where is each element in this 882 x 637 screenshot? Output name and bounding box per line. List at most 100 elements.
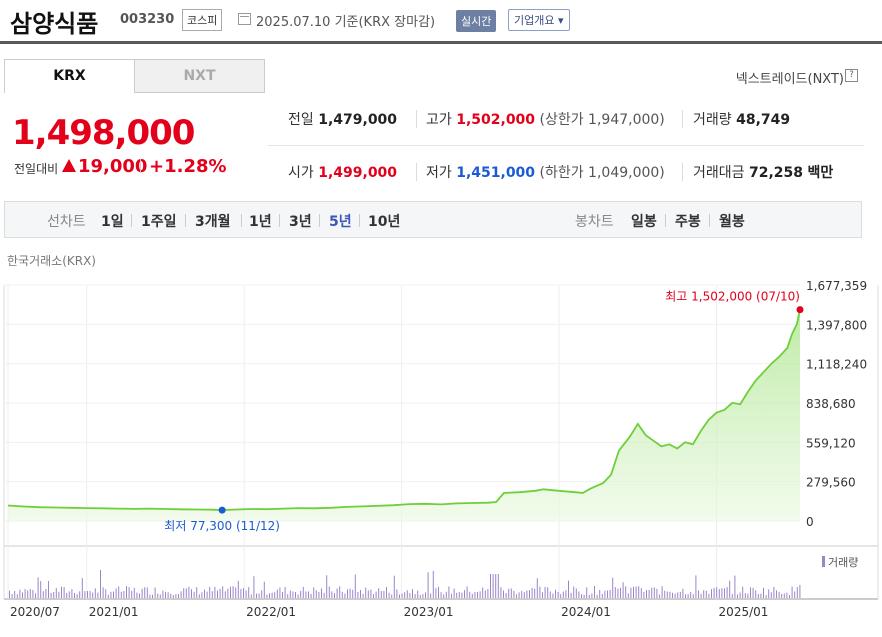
price-line [7,309,801,512]
x-tick-label: 2021/01 [89,605,139,619]
high-label: 최고 1,502,000 (07/10) [665,290,800,304]
tab-krx[interactable]: KRX [4,59,135,93]
volume-bar [409,593,411,598]
volume-bar [425,592,426,598]
tab-nxt[interactable]: NXT [134,59,265,93]
volume-bar [731,594,733,598]
volume-bar [469,591,471,598]
volume-bar [305,591,307,598]
volume-bar [68,591,70,598]
volume-bar [783,593,785,598]
volume-bar [227,588,229,598]
volume-bar [609,589,611,598]
current-price: 1,498,000 [12,113,195,153]
volume-bar [614,587,616,598]
volume-bar [92,592,94,598]
volume-bar [42,591,44,598]
volume-bar [594,586,595,598]
divider [241,214,242,227]
volume-bar [672,592,673,598]
volume-bar [690,592,692,598]
market-badge: 코스피 [182,9,223,31]
change-value: 19,000 [78,156,148,177]
x-tick-label: 2024/01 [561,605,611,619]
volume-bar [55,588,57,598]
volume-bar [799,584,801,598]
period-1d[interactable]: 1일 [101,214,124,230]
volume-bar [123,591,125,598]
realtime-button[interactable]: 실시간 [456,10,497,32]
volume-bar [599,589,601,598]
volume-bar [399,594,400,598]
candle-daily[interactable]: 일봉 [631,214,657,230]
period-10y[interactable]: 10년 [368,214,401,230]
volume-bar [235,587,237,598]
volume-bar [237,580,239,598]
help-icon[interactable]: ? [845,69,858,82]
company-overview-button[interactable]: 기업개요 ▾ [508,9,570,31]
volume-bar [276,589,278,598]
volume-bar [757,594,759,598]
volume-bar [661,586,663,598]
volume-bar [48,581,49,598]
amount-label: 거래대금 [693,165,745,181]
period-5y[interactable]: 5년 [329,214,352,230]
volume-bar [492,574,494,598]
volume-bar [692,594,694,598]
open-label: 시가 [288,165,314,181]
high-price: 고가 1,502,000 (상한가 1,947,000) [426,109,665,129]
open-price: 시가 1,499,000 [288,162,397,182]
volume-bar [471,593,473,598]
volume-bar [773,586,775,598]
volume-bar [193,591,195,598]
low-label: 저가 [426,165,452,181]
y-tick-label: 0 [806,515,814,529]
divider [682,163,683,181]
volume-bar [243,588,244,598]
volume-bar [87,591,88,598]
volume-bar [250,594,252,598]
volume-bar [596,594,598,598]
volume-bar [110,591,112,598]
volume-bar [445,591,447,598]
volume-bar [495,574,497,598]
volume-bar [578,591,580,598]
candle-weekly[interactable]: 주봉 [675,214,701,230]
volume-bar [685,594,686,598]
volume-bar [796,587,798,598]
volume-bar [302,586,304,598]
prev-close-label: 전일 [288,112,314,128]
volume-bar [711,589,712,598]
volume-bar [45,589,47,598]
volume-bar [726,587,728,598]
volume-bar [141,588,143,598]
volume-bar [781,593,783,598]
volume-bar [417,590,419,598]
volume-bar [695,575,697,598]
volume-bar [643,591,645,598]
volume-bar [464,590,465,598]
candle-monthly[interactable]: 월봉 [719,214,745,230]
volume-bar [612,577,614,598]
period-1y[interactable]: 1년 [249,214,272,230]
period-1w[interactable]: 1주일 [141,214,177,230]
volume-bar [279,587,281,598]
volume-bar [570,592,572,598]
volume-bar [204,589,205,598]
volume-bar [466,586,468,598]
period-3y[interactable]: 3년 [289,214,312,230]
volume-bar [66,592,68,598]
volume-bar [562,591,564,598]
volume-bar [625,586,627,598]
volume-bar [300,590,302,598]
volume-bar [313,587,315,598]
volume-bar [102,587,104,598]
volume-bar [107,594,109,598]
x-tick-label: 2023/01 [404,605,454,619]
volume-bar [703,590,705,598]
x-tick-label: 2022/01 [246,605,296,619]
period-3m[interactable]: 3개월 [195,214,231,230]
volume-bar [32,590,34,598]
volume-bar [586,587,588,598]
volume-bar [443,594,445,598]
